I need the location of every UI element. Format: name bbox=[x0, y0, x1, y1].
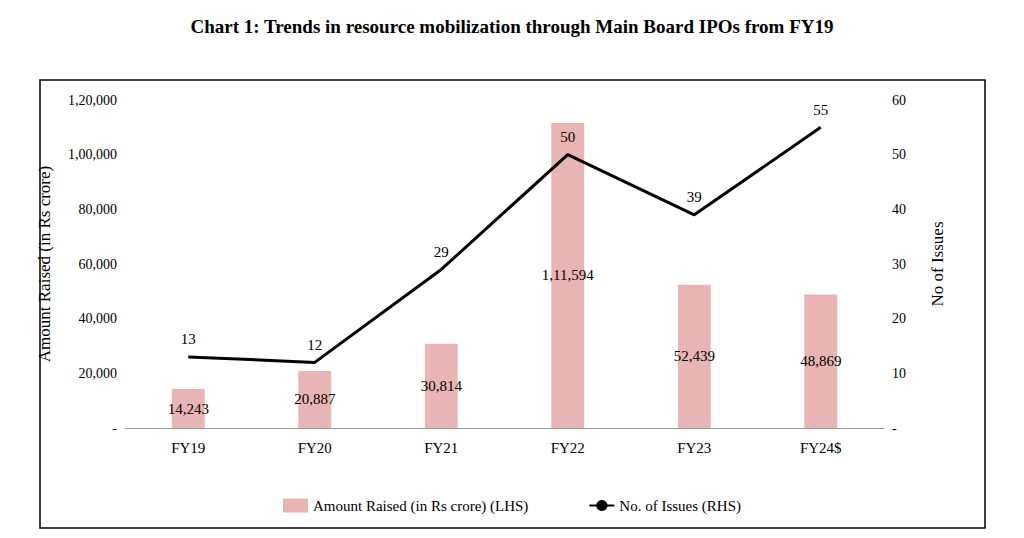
svg-text:No. of Issues (RHS): No. of Issues (RHS) bbox=[619, 498, 741, 515]
svg-text:60,000: 60,000 bbox=[79, 257, 118, 272]
svg-text:Amount Raised (in Rs crore): Amount Raised (in Rs crore) bbox=[35, 166, 54, 362]
svg-text:FY22: FY22 bbox=[551, 440, 585, 456]
svg-text:12: 12 bbox=[307, 337, 322, 353]
svg-text:13: 13 bbox=[181, 331, 196, 347]
svg-text:Chart 1: Trends in resource mo: Chart 1: Trends in resource mobilization… bbox=[190, 16, 833, 37]
svg-text:20: 20 bbox=[892, 311, 906, 326]
svg-text:Amount Raised (in Rs crore) (L: Amount Raised (in Rs crore) (LHS) bbox=[313, 498, 528, 515]
svg-text:55: 55 bbox=[813, 102, 828, 118]
svg-text:FY19: FY19 bbox=[171, 440, 205, 456]
svg-text:-: - bbox=[892, 421, 897, 436]
svg-text:50: 50 bbox=[560, 129, 575, 145]
svg-text:No of Issues: No of Issues bbox=[928, 222, 947, 307]
svg-text:39: 39 bbox=[687, 189, 702, 205]
svg-text:52,439: 52,439 bbox=[674, 348, 715, 364]
svg-text:48,869: 48,869 bbox=[800, 353, 841, 369]
svg-text:40,000: 40,000 bbox=[79, 311, 118, 326]
svg-text:14,243: 14,243 bbox=[168, 401, 209, 417]
svg-text:1,20,000: 1,20,000 bbox=[68, 93, 117, 108]
svg-text:30: 30 bbox=[892, 257, 906, 272]
svg-text:50: 50 bbox=[892, 147, 906, 162]
svg-text:29: 29 bbox=[434, 244, 449, 260]
svg-text:FY24$: FY24$ bbox=[800, 440, 842, 456]
svg-text:FY23: FY23 bbox=[677, 440, 711, 456]
svg-text:-: - bbox=[112, 421, 117, 436]
svg-text:FY21: FY21 bbox=[424, 440, 458, 456]
svg-text:30,814: 30,814 bbox=[421, 378, 463, 394]
svg-text:20,887: 20,887 bbox=[294, 391, 336, 407]
svg-text:80,000: 80,000 bbox=[79, 202, 118, 217]
svg-text:60: 60 bbox=[892, 93, 906, 108]
svg-text:40: 40 bbox=[892, 202, 906, 217]
svg-text:1,11,594: 1,11,594 bbox=[542, 267, 594, 283]
svg-text:FY20: FY20 bbox=[298, 440, 332, 456]
svg-text:10: 10 bbox=[892, 366, 906, 381]
svg-text:1,00,000: 1,00,000 bbox=[68, 147, 117, 162]
svg-text:20,000: 20,000 bbox=[79, 366, 118, 381]
